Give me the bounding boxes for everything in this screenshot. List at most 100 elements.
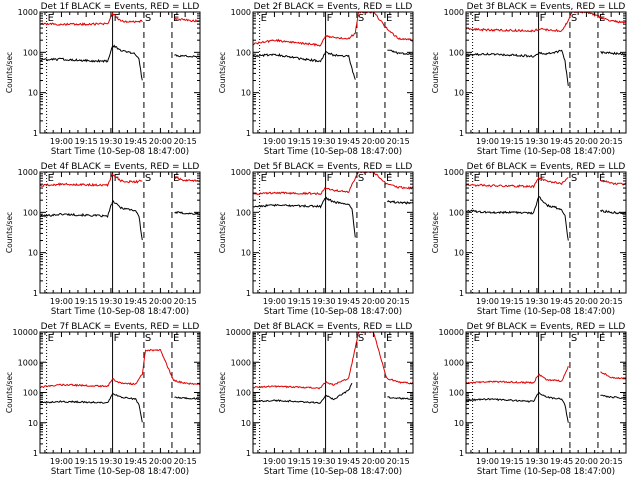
- plot-frame: [465, 171, 627, 294]
- x-tick-label: 19:30: [99, 137, 122, 146]
- x-tick-label: 20:00: [362, 297, 385, 306]
- y-tick-label: 100: [449, 48, 464, 57]
- y-tick-label: 1000: [18, 168, 38, 177]
- marker-label: E: [474, 13, 480, 24]
- marker-label: F: [114, 13, 120, 24]
- x-tick-label: 20:15: [387, 457, 410, 466]
- y-tick-label: 100: [23, 389, 38, 398]
- y-tick-label: 100: [236, 48, 251, 57]
- x-tick-label: 19:30: [525, 297, 548, 306]
- marker-label: S: [145, 13, 151, 24]
- y-tick-label: 10: [454, 249, 464, 258]
- marker-label: S: [358, 13, 364, 24]
- x-tick-label: 19:15: [75, 297, 98, 306]
- x-tick-label: 19:30: [525, 137, 548, 146]
- x-tick-label: 19:45: [337, 457, 360, 466]
- x-tick-label: 19:30: [312, 457, 335, 466]
- y-tick-label: 1: [459, 449, 464, 458]
- chart-title: Det 9f BLACK = Events, RED = LLD: [467, 322, 626, 332]
- x-tick-label: 20:15: [600, 457, 623, 466]
- y-axis-label: Counts/sec: [218, 372, 227, 413]
- events-series-line: [252, 49, 414, 80]
- x-tick-label: 19:30: [525, 457, 548, 466]
- chart-title: Det 6f BLACK = Events, RED = LLD: [467, 162, 626, 172]
- plot-frame: [252, 331, 414, 454]
- marker-label: F: [327, 333, 333, 344]
- x-tick-label: 19:15: [288, 137, 311, 146]
- y-axis-label: Counts/sec: [218, 52, 227, 93]
- lld-series-line: [252, 331, 414, 390]
- y-tick-label: 1000: [231, 8, 251, 17]
- x-tick-label: 20:00: [575, 137, 598, 146]
- x-tick-label: 19:30: [312, 297, 335, 306]
- x-tick-label: 20:15: [600, 297, 623, 306]
- events-series-line: [253, 196, 414, 238]
- x-tick-label: 19:45: [124, 457, 147, 466]
- x-tick-label: 19:45: [124, 297, 147, 306]
- x-tick-label: 19:15: [288, 457, 311, 466]
- marker-label: F: [327, 173, 333, 184]
- y-tick-label: 100: [23, 208, 38, 217]
- lld-series-line: [465, 366, 627, 385]
- x-tick-label: 19:45: [550, 137, 573, 146]
- y-axis-label: Counts/sec: [5, 52, 14, 93]
- chart-title: Det 5f BLACK = Events, RED = LLD: [254, 162, 413, 172]
- y-tick-label: 100: [449, 208, 464, 217]
- events-series-line: [465, 49, 627, 86]
- x-tick-label: 19:45: [337, 297, 360, 306]
- y-tick-label: 100: [23, 48, 38, 57]
- events-series-line: [252, 382, 414, 404]
- marker-label: S: [571, 13, 577, 24]
- chart-title: Det 1f BLACK = Events, RED = LLD: [41, 2, 200, 12]
- y-tick-label: 100: [236, 389, 251, 398]
- chart-title: Det 8f BLACK = Events, RED = LLD: [254, 322, 413, 332]
- y-tick-label: 10: [28, 89, 38, 98]
- y-tick-label: 1: [33, 129, 38, 138]
- x-tick-label: 19:00: [476, 457, 499, 466]
- marker-label: S: [358, 333, 364, 344]
- plot-frame: [39, 331, 201, 454]
- x-axis-label: Start Time (10-Sep-08 18:47:00): [264, 307, 402, 317]
- plot-frame: [465, 331, 627, 454]
- marker-label: F: [114, 173, 120, 184]
- lld-series-line: [40, 348, 201, 389]
- x-tick-label: 19:00: [476, 137, 499, 146]
- y-tick-label: 10000: [439, 328, 464, 337]
- x-tick-label: 20:15: [174, 137, 197, 146]
- lld-series-line: [465, 176, 627, 189]
- y-tick-label: 1: [33, 449, 38, 458]
- x-tick-label: 20:00: [362, 137, 385, 146]
- plot-frame: [39, 171, 201, 294]
- y-tick-label: 1000: [231, 358, 251, 367]
- x-axis-label: Start Time (10-Sep-08 18:47:00): [51, 307, 189, 317]
- x-tick-label: 19:30: [312, 137, 335, 146]
- x-tick-label: 19:15: [288, 297, 311, 306]
- events-series-line: [39, 392, 201, 423]
- x-axis-label: Start Time (10-Sep-08 18:47:00): [477, 307, 615, 317]
- marker-label: E: [386, 13, 392, 24]
- events-series-line: [39, 200, 201, 241]
- events-series-line: [465, 391, 627, 423]
- detector-chart-4: E F S E 1 10 100 1000 19:00 19:15 19:30 19:45 20:00 2…: [5, 162, 201, 317]
- detector-chart-6: E F S E 1 10 100 1000 19:00 19:15 19:30 19:45 20:00 2…: [431, 162, 627, 317]
- y-tick-label: 1000: [18, 8, 38, 17]
- marker-label: E: [386, 333, 392, 344]
- lld-series-line: [39, 11, 201, 26]
- marker-label: E: [599, 333, 605, 344]
- marker-label: F: [540, 173, 546, 184]
- x-tick-label: 20:15: [174, 297, 197, 306]
- marker-label: E: [173, 13, 179, 24]
- x-tick-label: 19:00: [476, 297, 499, 306]
- lld-series-line: [253, 11, 414, 47]
- x-tick-label: 19:45: [550, 297, 573, 306]
- y-tick-label: 10: [28, 249, 38, 258]
- y-tick-label: 10000: [226, 328, 251, 337]
- x-axis-label: Start Time (10-Sep-08 18:47:00): [477, 147, 615, 157]
- marker-label: E: [261, 173, 267, 184]
- x-axis-label: Start Time (10-Sep-08 18:47:00): [477, 467, 615, 477]
- marker-label: F: [540, 13, 546, 24]
- x-tick-label: 19:45: [550, 457, 573, 466]
